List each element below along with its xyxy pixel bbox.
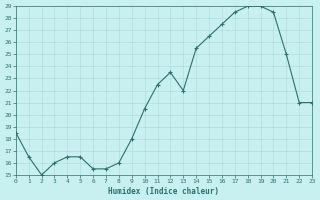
X-axis label: Humidex (Indice chaleur): Humidex (Indice chaleur) <box>108 187 220 196</box>
